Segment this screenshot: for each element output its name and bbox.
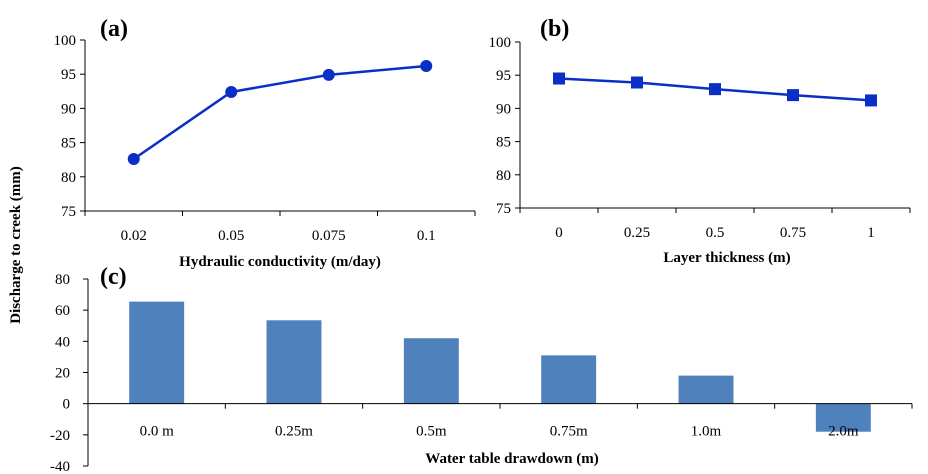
y-tick-label: -20 <box>50 428 70 444</box>
x-tick-label: 0.75m <box>550 424 588 440</box>
bar <box>815 403 871 432</box>
panel-b-label: (b) <box>540 16 569 42</box>
y-tick-label: 20 <box>55 366 70 382</box>
data-point <box>709 83 721 96</box>
y-tick-label: 80 <box>55 272 70 288</box>
x-tick-label: 1.0m <box>691 424 722 440</box>
x-tick-label: 0.1 <box>417 228 436 244</box>
x-tick-label: 0.075 <box>312 228 346 244</box>
y-tick-label: 60 <box>55 303 70 319</box>
panel-c-chart: (c) -40 -20 0 20 40 60 80 0.0 m 0.25m 0.5m 0.75m 1… <box>50 264 913 474</box>
y-tick-label: 100 <box>489 35 512 51</box>
y-tick-label: 80 <box>61 170 76 186</box>
data-point <box>787 89 799 102</box>
x-tick-label: 2.0m <box>828 424 859 440</box>
panel-a-chart: (a) 75 80 85 90 95 100 0.02 0.05 0.075 0.1 Hydra… <box>54 16 476 270</box>
series-line <box>133 64 427 161</box>
panel-c-x-axis-label: Water table drawdown (m) <box>425 451 598 467</box>
x-tick-label: 0.5m <box>416 424 447 440</box>
bar <box>403 338 459 404</box>
panel-a-x-axis-label: Hydraulic conductivity (m/day) <box>179 254 381 270</box>
data-point <box>322 68 335 81</box>
x-tick-label: 0.0 m <box>140 424 175 440</box>
shared-y-axis-label: Discharge to creek (mm) <box>8 166 24 324</box>
panel-b-x-axis-label: Layer thickness (m) <box>663 250 790 266</box>
y-tick-label: 100 <box>54 33 77 49</box>
x-tick-label: 0.02 <box>121 228 147 244</box>
x-tick-label: 0.5 <box>706 225 725 241</box>
y-tick-label: 40 <box>55 334 70 350</box>
data-point <box>225 85 238 98</box>
y-tick-label: 95 <box>496 68 511 84</box>
data-point <box>553 72 565 85</box>
bar <box>678 375 734 404</box>
data-point <box>420 59 433 72</box>
panel-b-chart: (b) 75 80 85 90 95 100 0 0.25 0.5 0.75 1 Layer th… <box>489 16 911 266</box>
y-tick-label: 90 <box>61 101 76 117</box>
y-tick-label: 90 <box>496 101 511 117</box>
bar <box>541 355 597 404</box>
data-point <box>865 94 877 107</box>
x-tick-label: 0.25 <box>624 225 650 241</box>
panel-a-label: (a) <box>100 16 128 42</box>
bar <box>129 301 185 404</box>
data-point <box>127 153 140 166</box>
y-tick-label: 85 <box>61 136 76 152</box>
panel-c-label: (c) <box>100 264 127 290</box>
bar <box>266 320 322 404</box>
y-tick-label: 75 <box>61 204 76 220</box>
x-tick-label: 0.05 <box>218 228 244 244</box>
x-tick-label: 0.75 <box>780 225 806 241</box>
y-tick-label: 85 <box>496 135 511 151</box>
x-tick-label: 1 <box>867 225 875 241</box>
y-tick-label: 80 <box>496 168 511 184</box>
y-tick-label: 95 <box>61 67 76 83</box>
y-tick-label: -40 <box>50 459 70 474</box>
x-tick-label: 0.25m <box>275 424 313 440</box>
y-tick-label: 75 <box>496 201 511 217</box>
x-tick-label: 0 <box>555 225 563 241</box>
data-point <box>631 76 643 89</box>
y-tick-label: 0 <box>63 397 71 413</box>
